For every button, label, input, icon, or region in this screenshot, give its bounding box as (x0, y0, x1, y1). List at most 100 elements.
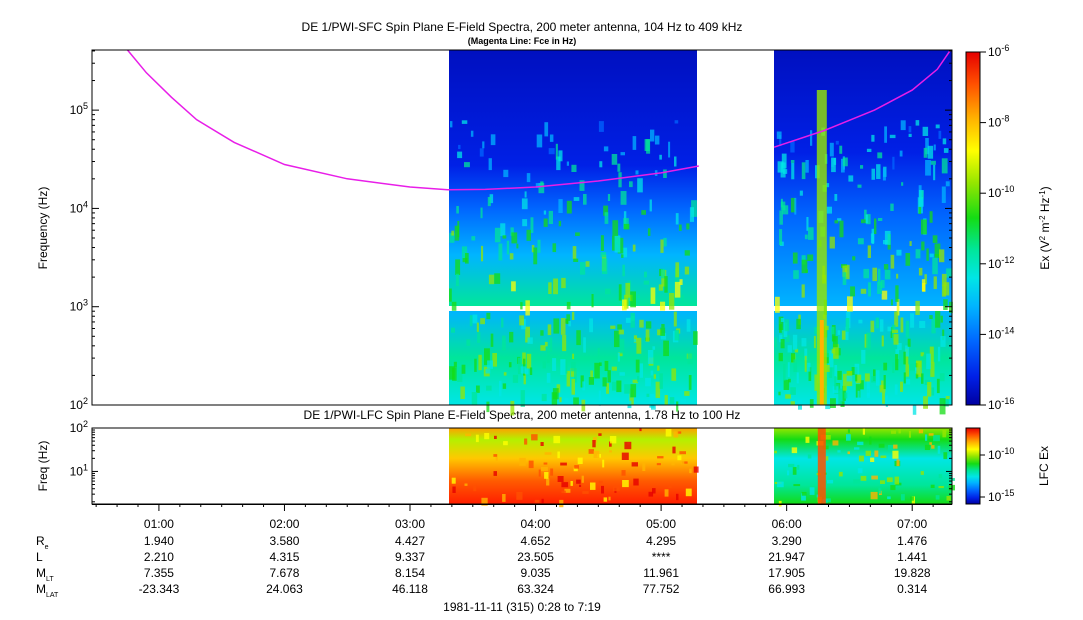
time-tick-label: 06:00 (772, 517, 802, 531)
ephemeris-value: 63.324 (517, 582, 554, 596)
spectrogram-speck (499, 380, 502, 397)
spectrogram-speck (857, 238, 864, 245)
spectrogram-speck (654, 135, 660, 145)
time-tick-label: 03:00 (395, 517, 425, 531)
spectrogram-speck (874, 450, 879, 457)
lfc-colorbar-tick-label: 10-15 (988, 488, 1014, 504)
spectrogram-speck (905, 320, 910, 338)
spectrogram-speck (665, 429, 672, 437)
spectrogram-speck (932, 257, 938, 275)
spectrogram-speck (808, 367, 812, 381)
spectrogram-speck (918, 429, 924, 434)
spectrogram-speck (579, 180, 585, 191)
spectrogram-speck (928, 433, 934, 436)
spectrogram-speck (673, 311, 677, 327)
spectrogram-speck (933, 164, 936, 181)
ephemeris-value: 23.505 (517, 550, 554, 564)
spectrogram-speck (946, 268, 952, 278)
spectrogram-speck (857, 184, 862, 188)
spectrogram-speck (845, 326, 849, 341)
main-title: DE 1/PWI-SFC Spin Plane E-Field Spectra,… (302, 20, 743, 34)
emission-burst (817, 428, 826, 504)
spectrogram-speck (942, 138, 947, 145)
spectrogram-speck (671, 368, 677, 381)
spectrogram-speck (855, 374, 862, 384)
spectrogram-speck (457, 220, 460, 238)
spectrogram-speck (609, 441, 612, 447)
spectrogram-speck (494, 227, 501, 243)
spectrogram-speck (594, 362, 600, 379)
spectrogram-speck (560, 462, 567, 466)
spectrogram-speck (478, 354, 482, 371)
ephemeris-value: 7.678 (269, 566, 299, 580)
time-tick-label: 01:00 (144, 517, 174, 531)
spectrogram-speck (582, 491, 589, 494)
spectrogram-speck (464, 162, 470, 168)
spectrogram-speck (869, 436, 872, 445)
spectrogram-speck (633, 335, 637, 343)
spectrogram-speck (933, 276, 937, 289)
spectrogram-speck (790, 387, 796, 395)
spectrogram-speck (938, 474, 943, 479)
spectrogram-speck (867, 245, 871, 258)
spectrogram-speck (878, 443, 885, 448)
spectrogram-speck (622, 264, 625, 277)
spectrogram-speck (787, 345, 792, 353)
spectrogram-speck (881, 335, 884, 347)
spectrogram-speck (857, 441, 864, 446)
spectrogram-speck (824, 428, 830, 433)
spectrogram-speck (544, 472, 549, 479)
spectrogram-speck (550, 468, 554, 476)
spectrogram-speck (555, 143, 558, 160)
spectrogram-speck (892, 329, 899, 333)
spectrogram-speck (801, 284, 805, 298)
spectrogram-speck (591, 294, 594, 308)
spectrogram-speck (839, 220, 844, 238)
spectrogram-speck (635, 359, 640, 373)
spectrogram-speck (598, 121, 604, 132)
spectrogram-speck (929, 315, 933, 319)
spectrogram-speck (871, 228, 875, 244)
spectrogram-speck (585, 261, 590, 267)
ephemeris-value: 1.476 (897, 534, 927, 548)
spectrogram-speck (473, 485, 477, 492)
spectrogram-speck (605, 288, 611, 295)
spectrogram-speck (787, 470, 790, 476)
spectrogram-speck (454, 225, 460, 241)
spectrogram-speck (931, 318, 936, 334)
spectrogram-speck (541, 393, 547, 402)
spectrogram-speck (592, 440, 596, 448)
spectrogram-speck (882, 168, 886, 181)
spectrogram-speck (896, 299, 900, 316)
spectrogram-speck (637, 376, 640, 382)
spectrogram-speck (830, 326, 835, 335)
spectrogram-speck (608, 496, 611, 501)
spectrogram-speck (873, 369, 876, 381)
ephemeris-value: 24.063 (266, 582, 303, 596)
spectrogram-speck (834, 220, 839, 224)
spectrogram-speck (860, 288, 867, 294)
lfc-block-b (774, 428, 952, 504)
ephemeris-value: 7.355 (144, 566, 174, 580)
spectrogram-speck (925, 434, 928, 441)
spectrogram-speck (832, 336, 838, 348)
spectrogram-speck (935, 495, 940, 500)
spectrogram-speck (921, 373, 924, 384)
spectrogram-speck (685, 488, 692, 497)
spectrogram-speck (895, 354, 899, 371)
spectrogram-speck (601, 485, 604, 494)
spectrogram-speck (857, 390, 860, 404)
spectrogram-speck (675, 262, 680, 278)
spectrogram-speck (842, 385, 846, 401)
ephemeris-value: 11.961 (643, 566, 679, 580)
spectrogram-speck (778, 316, 784, 330)
spectrogram-speck (907, 338, 911, 347)
sfc-block-b-high (774, 50, 952, 306)
spectrogram-speck (791, 447, 798, 454)
spectrogram-speck (863, 268, 869, 279)
spectrogram-speck (576, 479, 581, 484)
sfc-ylabel: Frequency (Hz) (36, 187, 50, 270)
spectrogram-speck (682, 461, 688, 464)
spectrogram-speck (593, 437, 597, 443)
